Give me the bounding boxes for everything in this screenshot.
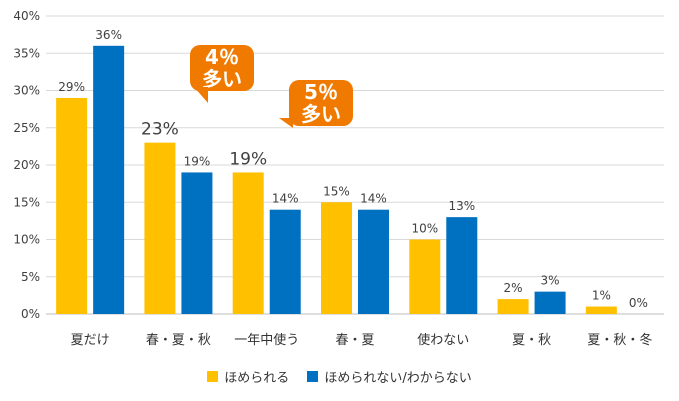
bar (181, 172, 213, 314)
x-tick-label: 夏・秋・冬 (587, 332, 652, 348)
data-label: 3% (541, 274, 560, 288)
y-tick-label: 20% (13, 158, 40, 172)
data-label: 19% (229, 149, 267, 169)
data-label: 36% (95, 28, 122, 42)
bar (321, 202, 352, 314)
x-tick-label: 夏・秋 (512, 333, 551, 348)
bar (144, 142, 176, 314)
bar (56, 97, 88, 314)
callout-2-tail (279, 118, 293, 128)
legend-label-series2: ほめられない/わからない (324, 371, 472, 386)
callout-1-tail (194, 87, 208, 103)
bar (534, 291, 566, 314)
bar (446, 217, 478, 314)
bar (358, 209, 389, 314)
legend-swatch-series2 (307, 371, 319, 382)
bar (93, 45, 125, 315)
legend-item-series1: ほめられる (207, 367, 289, 386)
legend-item-series2: ほめられない/わからない (307, 367, 472, 386)
callout-2: 5％ 多い (279, 80, 353, 128)
x-tick-label: 夏だけ (71, 333, 110, 348)
callout-2-line2: 多い (301, 102, 341, 126)
callout-1-line2: 多い (202, 67, 242, 91)
y-tick-label: 0% (21, 307, 40, 321)
y-tick-label: 40% (13, 9, 40, 23)
data-label: 2% (504, 281, 523, 295)
legend-swatch-series1 (207, 371, 219, 382)
callout-1: 4％ 多い (190, 45, 254, 103)
y-tick-label: 35% (13, 46, 40, 60)
y-tick-label: 25% (13, 121, 40, 135)
y-tick-label: 10% (13, 233, 40, 247)
callout-2-box: 5％ 多い (289, 80, 353, 126)
data-label: 13% (448, 199, 475, 213)
x-tick-label: 使わない (417, 332, 469, 348)
bar (232, 172, 264, 314)
data-label: 1% (592, 289, 611, 303)
bar (497, 299, 529, 314)
x-tick-label: 春・夏・秋 (146, 333, 211, 348)
legend: ほめられる ほめられない/わからない (0, 367, 679, 386)
callout-1-box: 4％ 多い (190, 45, 254, 91)
callout-2-line1: 5％ (304, 80, 338, 104)
callout-1-line1: 4％ (205, 45, 239, 69)
y-tick-label: 5% (21, 270, 40, 284)
bar (409, 239, 441, 314)
x-tick-label: 春・夏 (335, 333, 374, 348)
bar (269, 209, 301, 314)
data-label: 19% (184, 154, 211, 168)
data-label: 14% (360, 192, 387, 206)
x-tick-label: 一年中使う (234, 332, 299, 348)
y-tick-label: 30% (13, 84, 40, 98)
data-label: 29% (58, 80, 85, 94)
bar (585, 306, 617, 314)
data-label: 10% (411, 222, 438, 236)
data-label: 23% (141, 120, 179, 140)
y-tick-label: 15% (13, 195, 40, 209)
data-label: 14% (272, 192, 299, 206)
legend-label-series1: ほめられる (224, 371, 290, 386)
data-label: 0% (629, 296, 648, 310)
data-label: 15% (323, 184, 350, 198)
